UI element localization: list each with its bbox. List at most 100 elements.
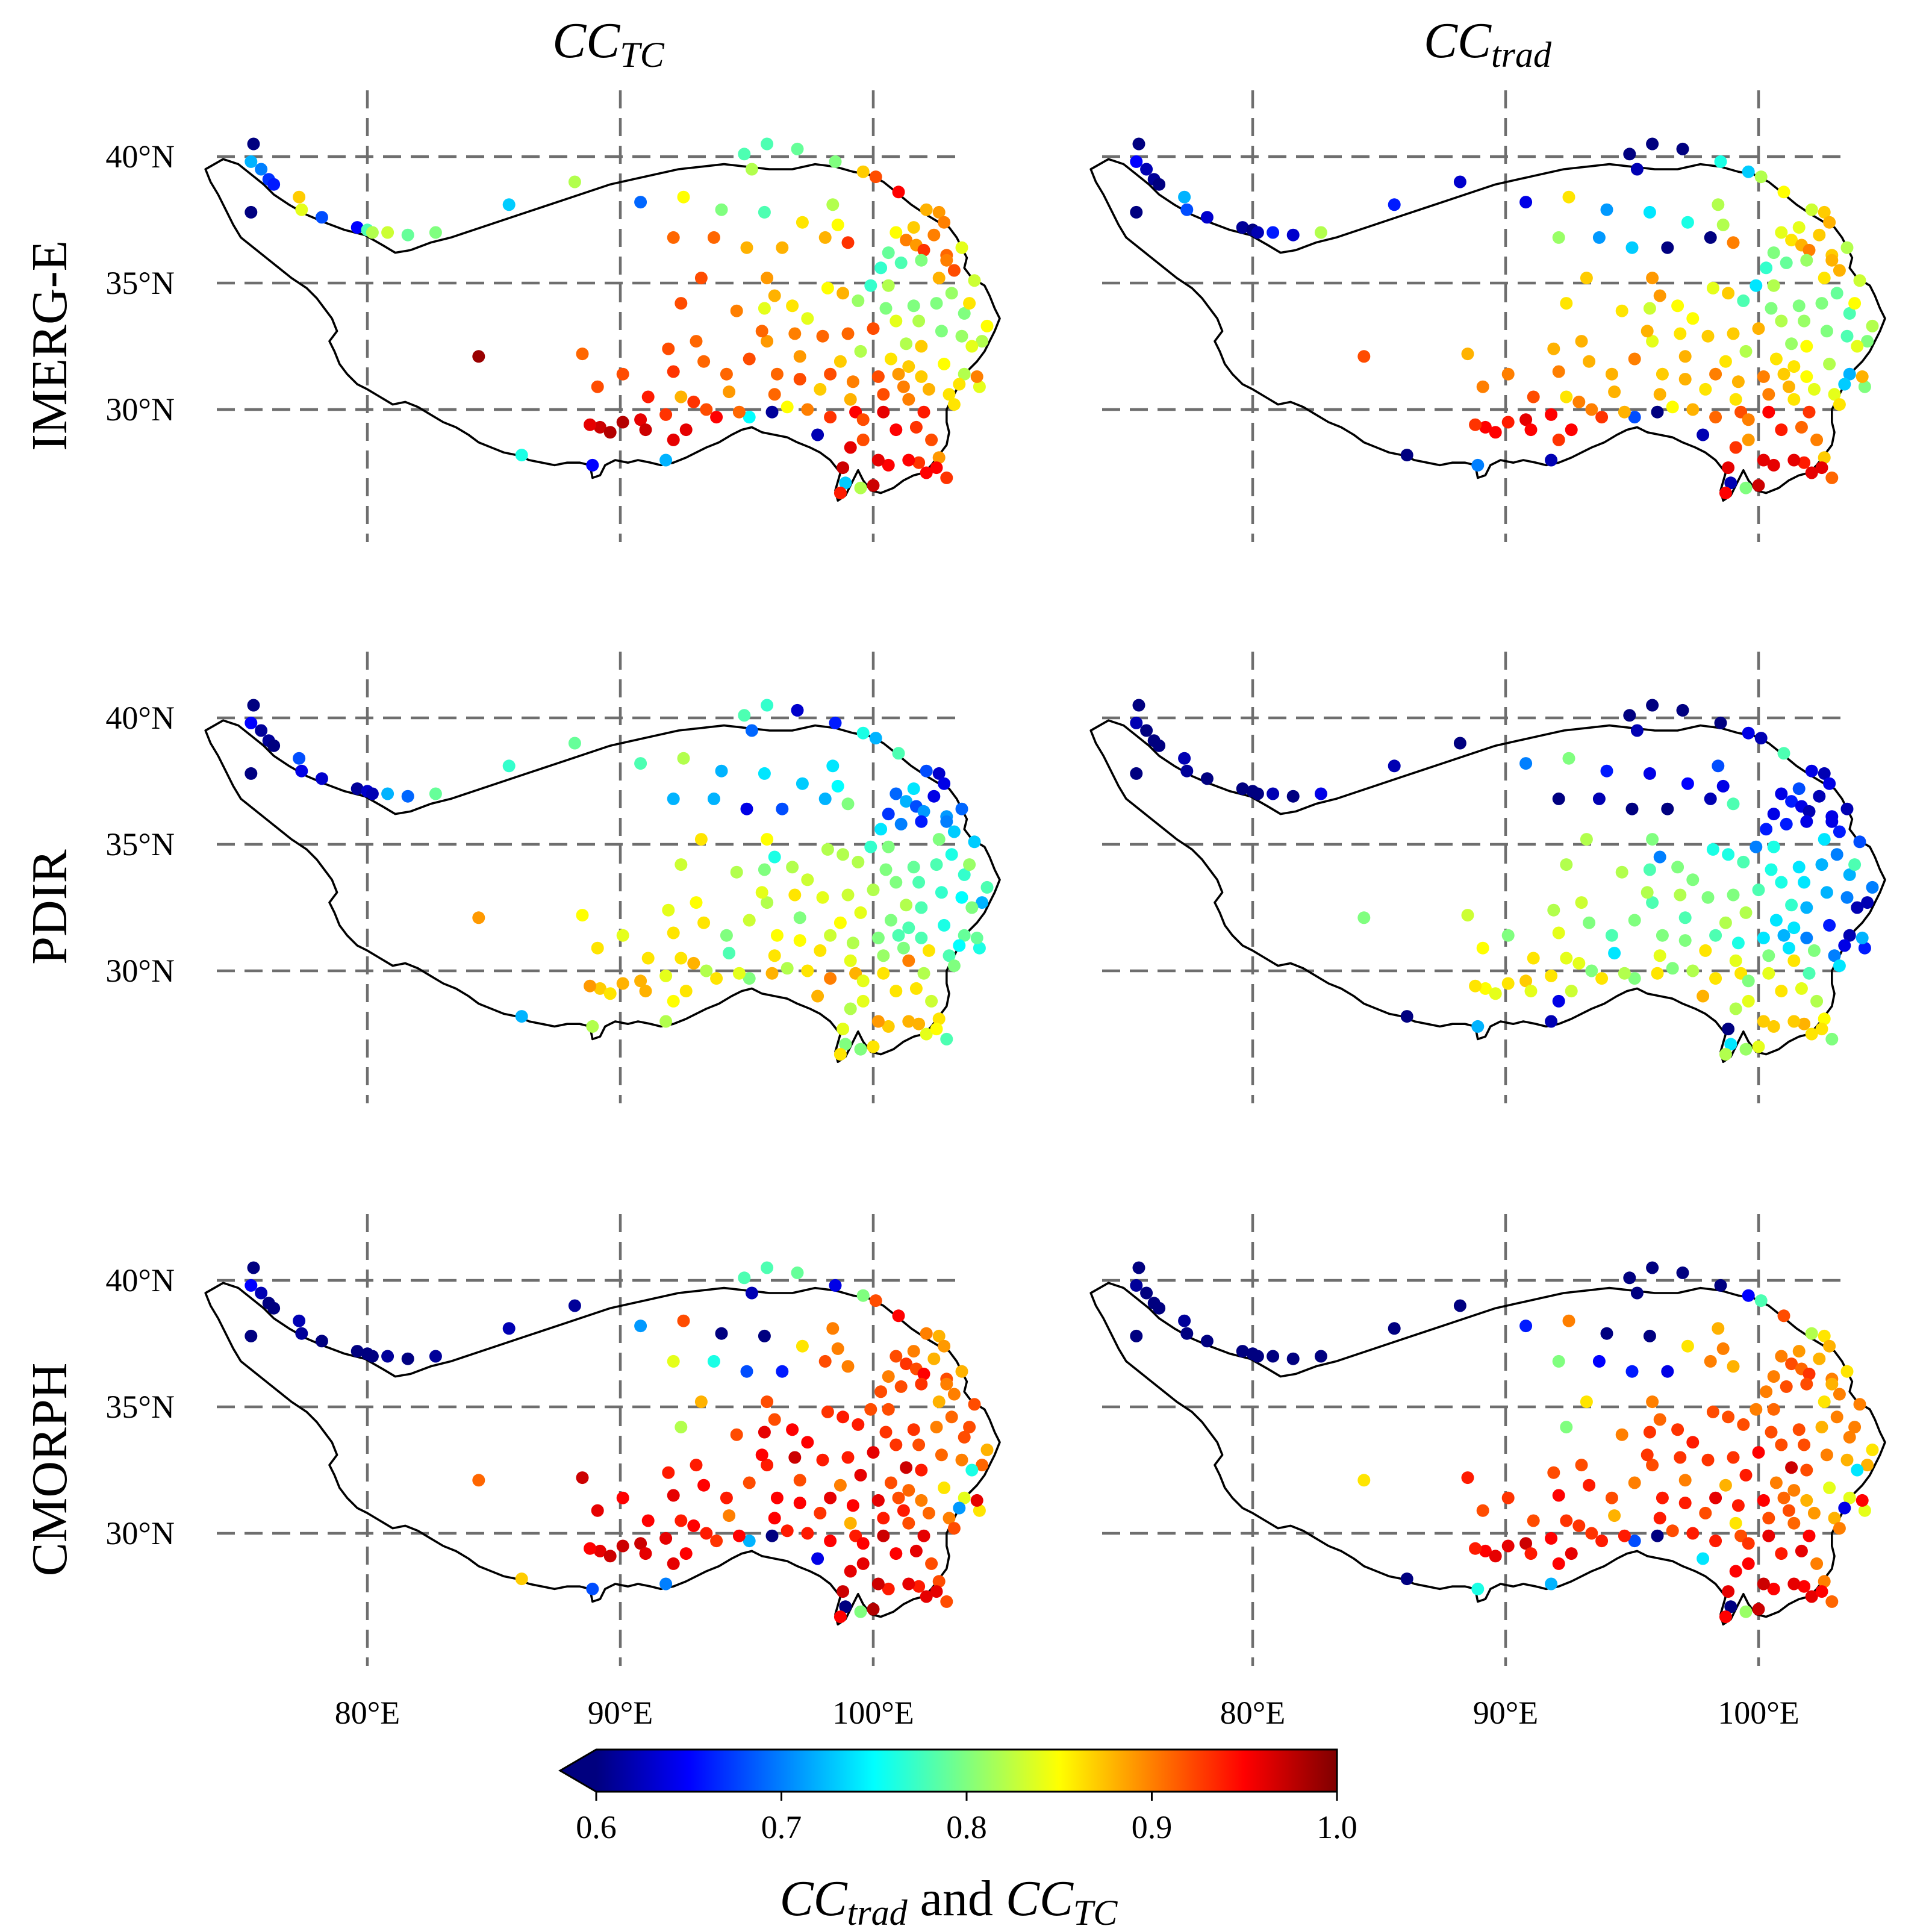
station-point (515, 1010, 528, 1023)
station-point (634, 1537, 647, 1550)
station-point (1469, 1542, 1482, 1555)
station-point (1792, 782, 1806, 796)
station-point (1767, 1582, 1780, 1595)
lon-tick-label: 80°E (335, 1695, 400, 1731)
station-point (955, 1365, 968, 1378)
station-point (1686, 964, 1700, 977)
station-point (616, 367, 629, 381)
station-point (659, 453, 673, 467)
station-point (675, 858, 688, 871)
station-point (1777, 747, 1790, 760)
station-point (1714, 1279, 1727, 1292)
station-point (1140, 1286, 1153, 1300)
station-point (1810, 433, 1824, 446)
station-point (677, 190, 690, 204)
station-point (1547, 903, 1560, 917)
station-point (854, 1468, 867, 1482)
station-point (902, 1516, 915, 1530)
station-point (1605, 929, 1618, 942)
station-point (1580, 272, 1593, 285)
station-point (947, 264, 961, 277)
station-point (874, 261, 888, 275)
station-point (245, 767, 258, 780)
station-point (1716, 779, 1730, 793)
station-point (915, 370, 928, 383)
station-point (882, 840, 895, 853)
station-point (1719, 916, 1732, 929)
station-point (1828, 388, 1841, 401)
station-point (1724, 1038, 1737, 1051)
station-point (758, 1426, 771, 1439)
station-point (758, 767, 771, 780)
station-point (1752, 1603, 1765, 1616)
station-point (841, 236, 855, 249)
station-point (940, 254, 953, 267)
station-point (1823, 918, 1836, 932)
station-point (591, 941, 604, 955)
station-point (1630, 163, 1644, 176)
station-point (816, 1453, 829, 1466)
station-point (1833, 959, 1846, 973)
station-point (909, 420, 923, 434)
station-point (586, 1582, 599, 1595)
station-point (1625, 802, 1639, 815)
station-point (1752, 322, 1765, 335)
station-point (755, 325, 768, 338)
station-point (758, 205, 771, 219)
station-point (1818, 272, 1831, 285)
station-point (687, 1519, 700, 1532)
station-point (1180, 764, 1194, 778)
station-point (1686, 312, 1700, 325)
station-point (781, 1524, 794, 1538)
plateau-boundary (1089, 158, 1886, 502)
station-point (814, 382, 827, 396)
station-point (1825, 254, 1839, 267)
station-point (1565, 423, 1578, 437)
station-point (902, 453, 915, 467)
station-point (1595, 411, 1609, 424)
station-point (1676, 703, 1689, 717)
station-point (1800, 1463, 1813, 1477)
station-point (641, 952, 655, 965)
station-point (1742, 994, 1755, 1008)
station-point (1706, 281, 1719, 294)
station-point (1843, 929, 1856, 942)
station-point (245, 1279, 258, 1292)
station-point (958, 929, 971, 942)
station-point (1785, 899, 1798, 912)
station-point (1775, 876, 1788, 889)
station-point (1742, 974, 1755, 988)
station-point (732, 405, 746, 419)
station-point (1866, 1443, 1879, 1456)
station-point (776, 802, 789, 815)
station-point (871, 1494, 885, 1507)
station-point (920, 466, 933, 479)
station-point (1798, 456, 1811, 469)
station-point (1400, 1572, 1413, 1586)
station-point (1562, 190, 1575, 204)
station-point (852, 1418, 865, 1431)
station-point (1805, 1027, 1818, 1041)
station-point (811, 1552, 824, 1565)
station-point (844, 441, 857, 454)
station-point (1646, 272, 1659, 285)
station-point (1843, 307, 1856, 320)
station-point (1524, 1547, 1538, 1560)
station-point (1815, 858, 1828, 871)
station-point (1815, 1585, 1828, 1598)
station-point (723, 1509, 736, 1522)
station-point (659, 969, 673, 982)
station-point (791, 703, 804, 717)
station-point (1785, 795, 1798, 808)
station-point (801, 873, 814, 887)
station-point (909, 1544, 923, 1557)
station-point (1777, 1491, 1790, 1504)
station-point (1552, 433, 1565, 446)
station-point (1130, 1279, 1143, 1292)
station-point (1545, 1015, 1558, 1028)
lat-tick-labels: 40°N 35°N 30°N 40°N 35°N 30°N 40°N 35°N … (105, 139, 175, 1551)
station-point (1130, 767, 1143, 780)
station-point (892, 1309, 905, 1323)
colorbar-frame (558, 1748, 1338, 1793)
station-point (920, 1590, 933, 1603)
